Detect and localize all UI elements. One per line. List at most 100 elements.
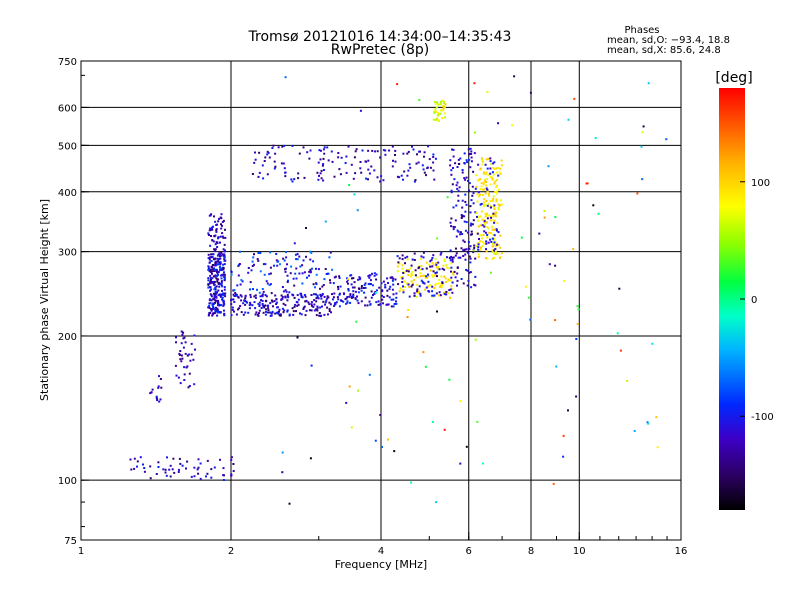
scatter-point <box>273 264 275 267</box>
scatter-point <box>193 383 196 386</box>
scatter-point <box>318 314 321 317</box>
x-tick-label: 8 <box>528 546 534 557</box>
scatter-point <box>254 151 256 154</box>
scatter-point <box>274 152 277 155</box>
scatter-point <box>213 235 216 237</box>
scatter-point <box>382 149 385 152</box>
scatter-point <box>474 257 477 260</box>
scatter-point <box>426 276 428 279</box>
scatter-point <box>207 234 210 236</box>
scatter-point <box>234 295 237 297</box>
scatter-point <box>224 295 227 298</box>
scatter-point <box>477 179 480 182</box>
scatter-point <box>364 286 367 289</box>
scatter-point <box>324 303 326 306</box>
scatter-point <box>293 305 296 308</box>
scatter-point <box>461 199 464 202</box>
scatter-point <box>310 294 313 296</box>
scatter-point <box>487 192 490 195</box>
scatter-point <box>445 293 448 296</box>
scatter-point <box>211 239 214 242</box>
scatter-point <box>361 149 364 152</box>
scatter-point <box>456 266 459 269</box>
scatter-point <box>407 283 410 286</box>
scatter-point <box>349 293 352 296</box>
scatter-point <box>459 233 462 236</box>
scatter-point <box>251 260 254 263</box>
scatter-point <box>575 338 578 340</box>
scatter-point <box>213 298 216 301</box>
scatter-point <box>459 231 462 234</box>
scatter-point <box>157 466 160 468</box>
scatter-point <box>326 306 329 309</box>
scatter-point <box>633 430 636 432</box>
scatter-point <box>486 233 489 236</box>
scatter-point <box>320 177 323 180</box>
scatter-point <box>455 204 458 207</box>
scatter-point <box>345 155 348 158</box>
scatter-point <box>460 247 463 250</box>
scatter-point <box>406 152 409 155</box>
scatter-point <box>322 179 325 182</box>
scatter-point <box>425 275 428 278</box>
scatter-point <box>395 292 398 295</box>
scatter-point <box>207 266 210 269</box>
scatter-point <box>183 366 186 369</box>
scatter-point <box>465 445 468 448</box>
scatter-point <box>483 181 486 184</box>
scatter-point <box>309 271 312 274</box>
scatter-point <box>493 208 496 210</box>
scatter-point <box>500 252 503 255</box>
scatter-point <box>323 295 326 298</box>
scatter-point <box>211 313 214 316</box>
scatter-point <box>230 299 232 302</box>
scatter-point <box>457 189 460 192</box>
scatter-point <box>282 302 285 305</box>
scatter-point <box>440 109 443 112</box>
scatter-point <box>480 182 483 185</box>
scatter-point <box>494 248 497 250</box>
scatter-point <box>459 256 462 259</box>
scatter-point <box>412 148 415 151</box>
scatter-point <box>444 116 447 119</box>
scatter-point <box>281 145 284 148</box>
scatter-point <box>392 305 395 308</box>
scatter-point <box>224 292 227 295</box>
scatter-point <box>285 290 288 293</box>
scatter-point <box>493 252 495 255</box>
scatter-point <box>395 296 398 299</box>
scatter-point <box>400 276 403 279</box>
scatter-point <box>211 314 214 317</box>
scatter-point <box>460 217 463 219</box>
scatter-point <box>499 257 502 259</box>
scatter-point <box>180 360 183 363</box>
scatter-point <box>432 153 435 156</box>
scatter-point <box>213 280 216 283</box>
scatter-point <box>329 281 332 284</box>
scatter-point <box>468 182 471 185</box>
scatter-point <box>436 101 438 104</box>
scatter-point <box>389 285 392 288</box>
scatter-point <box>258 301 261 304</box>
scatter-point <box>485 181 488 183</box>
scatter-point <box>313 309 316 312</box>
scatter-point <box>494 180 497 183</box>
scatter-point <box>425 286 428 289</box>
scatter-point <box>359 167 362 170</box>
scatter-point <box>470 152 473 155</box>
scatter-point <box>467 279 470 282</box>
scatter-point <box>493 212 496 215</box>
scatter-point <box>468 158 471 161</box>
scatter-point <box>476 420 479 423</box>
scatter-point <box>214 309 217 311</box>
scatter-point <box>180 342 183 345</box>
scatter-point <box>208 312 211 315</box>
scatter-point <box>211 277 214 280</box>
scatter-point <box>434 284 437 287</box>
scatter-point <box>215 299 218 302</box>
scatter-point <box>456 272 459 275</box>
scatter-point <box>285 251 287 254</box>
scatter-point <box>348 184 351 186</box>
scatter-point <box>496 243 499 246</box>
